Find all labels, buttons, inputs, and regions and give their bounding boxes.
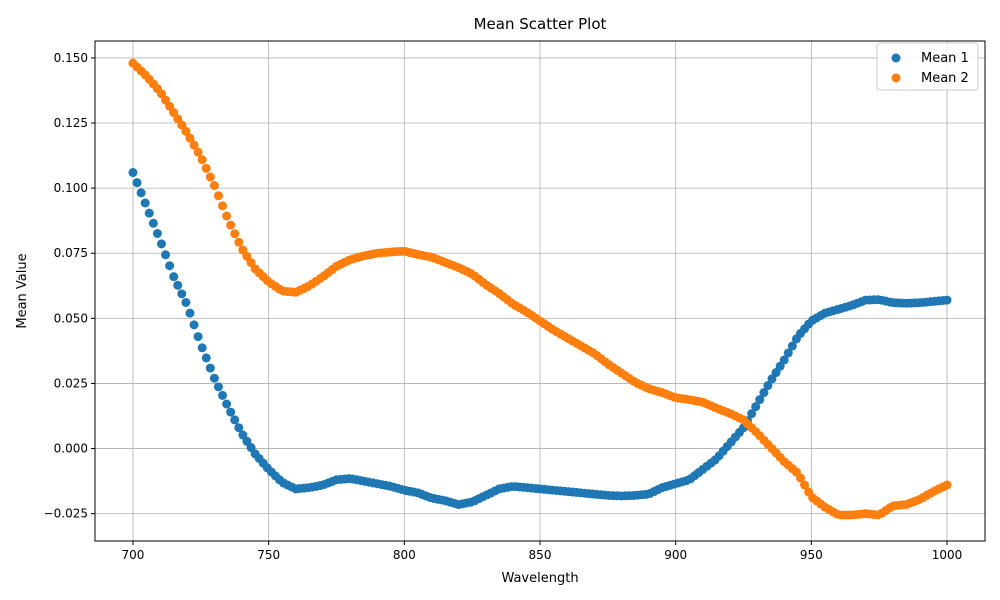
data-point [136, 188, 146, 198]
data-point [230, 415, 240, 425]
data-point [209, 373, 219, 383]
data-point [177, 289, 187, 299]
data-point [779, 355, 789, 365]
legend-marker-mean-2 [891, 73, 901, 83]
data-point [185, 308, 195, 318]
data-point [165, 261, 175, 271]
x-tick-label: 950 [800, 548, 823, 562]
data-point [234, 423, 244, 433]
data-point [222, 211, 232, 221]
data-point [218, 390, 228, 400]
data-point [193, 332, 203, 342]
data-point [787, 341, 797, 351]
y-tick-label: 0.025 [54, 376, 88, 390]
legend-box [876, 42, 979, 91]
data-point [148, 218, 158, 228]
series-mean-2 [128, 58, 952, 520]
data-point [189, 320, 199, 330]
data-point [226, 407, 236, 417]
y-tick-label: 0.100 [54, 181, 88, 195]
x-tick-label: 900 [664, 548, 687, 562]
data-point [763, 381, 773, 391]
y-axis-label: Mean Value [15, 253, 30, 328]
data-point [234, 237, 244, 247]
data-point [173, 280, 183, 290]
data-point [144, 208, 154, 218]
legend-label-mean-2: Mean 2 [921, 71, 969, 86]
data-point [751, 402, 761, 412]
y-tick-label: 0.050 [54, 311, 88, 325]
y-tick-label: 0.000 [54, 442, 88, 456]
data-point [755, 395, 765, 405]
x-tick-label: 800 [393, 548, 416, 562]
data-points [128, 58, 952, 520]
data-point [205, 363, 215, 373]
data-point [942, 295, 952, 305]
data-point [205, 172, 215, 182]
legend-marker-mean-1 [891, 53, 901, 63]
data-point [213, 191, 223, 201]
x-tick-label: 700 [122, 548, 145, 562]
data-point [230, 229, 240, 239]
y-tick-label: 0.125 [54, 116, 88, 130]
chart-title: Mean Scatter Plot [474, 15, 607, 33]
data-point [213, 382, 223, 392]
data-point [201, 163, 211, 173]
data-point [132, 178, 142, 188]
legend: Mean 1 Mean 2 [876, 42, 979, 91]
data-point [169, 272, 179, 282]
series-mean-1 [128, 168, 952, 510]
data-point [747, 409, 757, 419]
data-point [209, 181, 219, 191]
x-tick-label: 850 [529, 548, 552, 562]
axis-ticks: 700 750 800 850 900 950 1000 −0.025 0.000 0.025 0.… [44, 51, 963, 562]
data-point [800, 480, 810, 490]
data-point [181, 126, 191, 136]
data-point [218, 201, 228, 211]
x-tick-label: 750 [257, 548, 280, 562]
x-axis-label: Wavelength [501, 571, 578, 586]
data-point [197, 155, 207, 165]
data-point [197, 343, 207, 353]
data-point [156, 239, 166, 249]
legend-label-mean-1: Mean 1 [921, 51, 969, 66]
data-point [226, 220, 236, 230]
data-point [185, 133, 195, 143]
data-point [942, 480, 952, 490]
y-tick-label: 0.150 [54, 51, 88, 65]
data-point [222, 399, 232, 409]
data-point [759, 388, 769, 398]
data-point [193, 147, 203, 157]
data-point [152, 228, 162, 238]
data-point [795, 473, 805, 483]
y-tick-label: −0.025 [44, 507, 88, 521]
y-tick-label: 0.075 [54, 246, 88, 260]
data-point [140, 198, 150, 208]
data-point [201, 353, 211, 363]
data-point [128, 168, 138, 178]
data-point [783, 348, 793, 358]
data-point [181, 297, 191, 307]
data-point [161, 250, 171, 260]
data-point [189, 140, 199, 150]
x-tick-label: 1000 [932, 548, 963, 562]
